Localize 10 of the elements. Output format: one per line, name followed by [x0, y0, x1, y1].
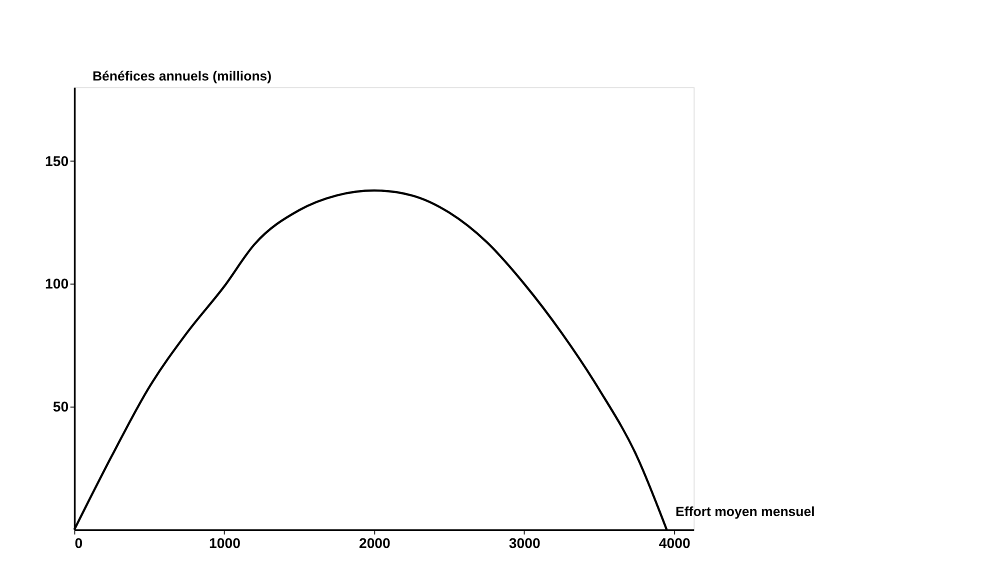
x-tick-label: 1000: [208, 534, 241, 551]
y-tick-label: 100: [44, 276, 69, 292]
x-tick-label: 0: [74, 534, 83, 551]
y-tick-label: 150: [44, 152, 69, 169]
x-axis-title: Effort moyen mensuel: [676, 504, 815, 519]
y-axis-title: Bénéfices annuels (millions): [92, 68, 272, 84]
y-tick-label: 50: [52, 398, 69, 415]
x-tick-label: 3000: [508, 534, 541, 551]
x-tick-label: 2000: [358, 534, 391, 551]
x-tick-label: 4000: [658, 534, 690, 551]
